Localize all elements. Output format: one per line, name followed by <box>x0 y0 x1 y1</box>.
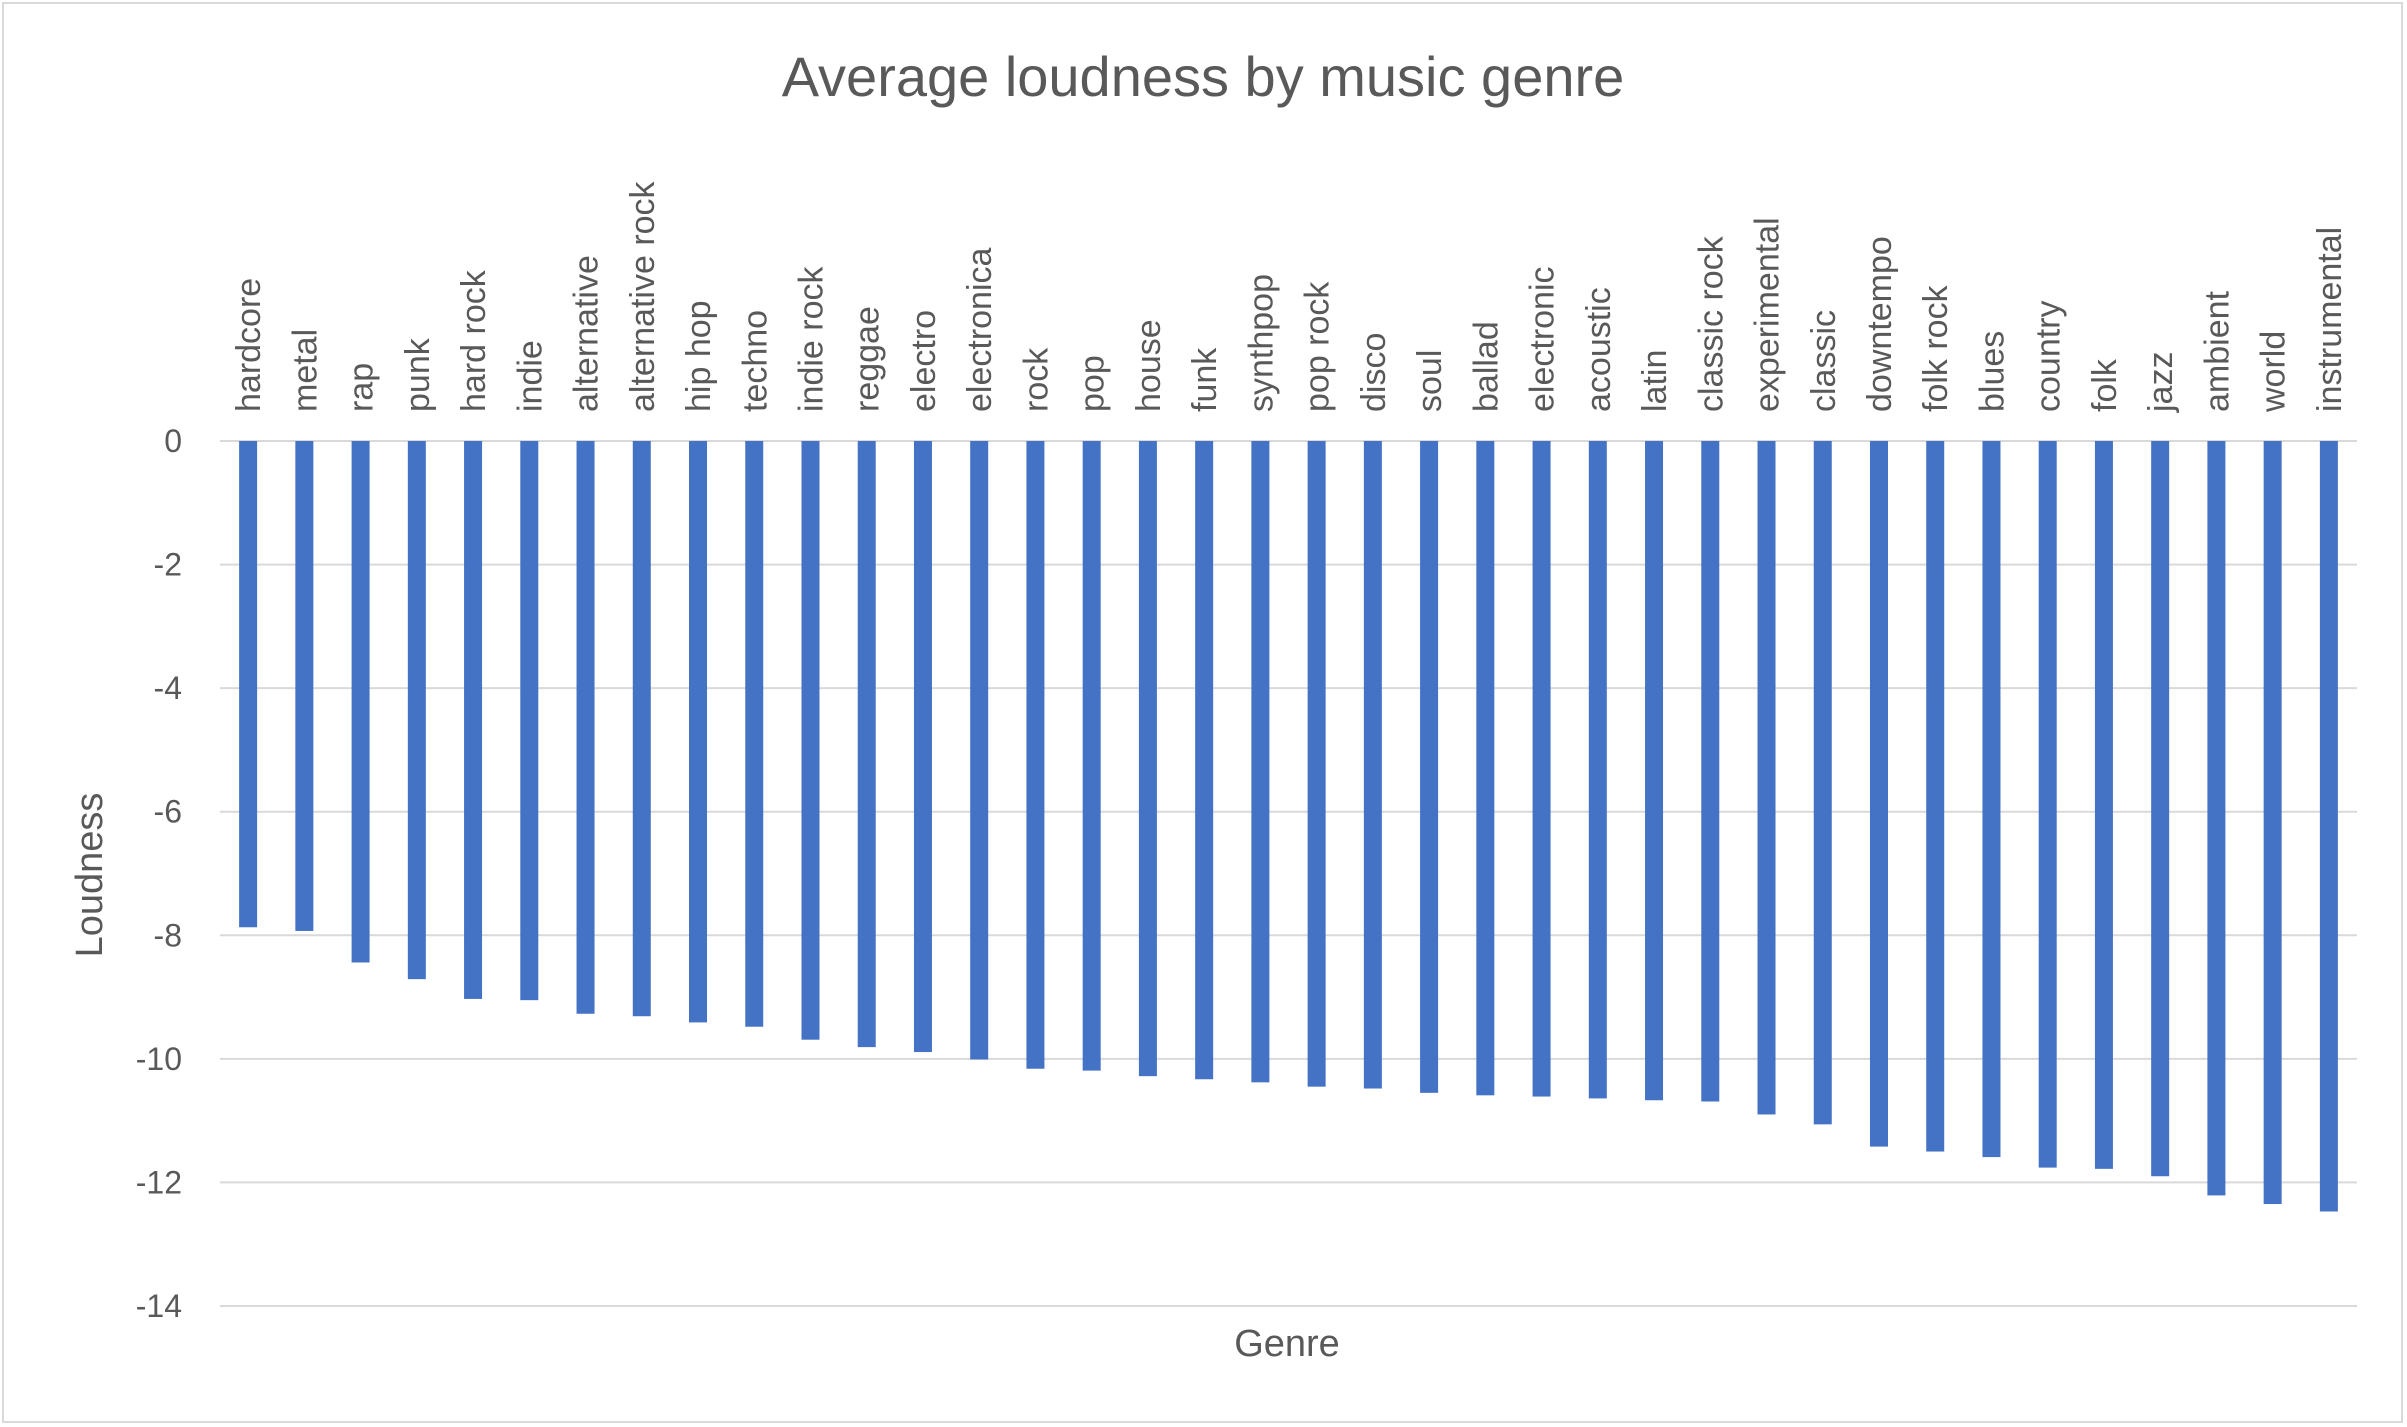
bar-rap <box>351 441 370 963</box>
category-label: alternative rock <box>624 180 662 412</box>
category-label: classic <box>1805 310 1843 412</box>
bar-experimental <box>1757 441 1776 1115</box>
bar-electronica <box>970 441 989 1060</box>
bar-soul <box>1420 441 1439 1093</box>
bar-acoustic <box>1588 441 1607 1099</box>
x-axis-title: Genre <box>1234 1323 1340 1365</box>
bar-hard-rock <box>464 441 483 999</box>
bar-synthpop <box>1251 441 1270 1083</box>
y-tick-label: -10 <box>136 1041 182 1077</box>
bar-ambient <box>2207 441 2226 1196</box>
category-label: synthpop <box>1242 274 1280 412</box>
y-tick-label: -14 <box>136 1288 182 1324</box>
y-tick-label: -4 <box>154 670 182 706</box>
category-label: soul <box>1411 350 1449 412</box>
category-label: experimental <box>1749 217 1787 412</box>
category-label: instrumental <box>2311 227 2349 412</box>
bar-latin <box>1645 441 1664 1101</box>
bar-instrumental <box>2319 441 2338 1212</box>
category-label: folk rock <box>1917 284 1955 412</box>
bar-world <box>2263 441 2282 1205</box>
bar-punk <box>407 441 426 980</box>
category-label: hardcore <box>230 278 268 412</box>
category-label: world <box>2255 331 2293 413</box>
bar-country <box>2038 441 2057 1168</box>
category-label: jazz <box>2142 352 2180 413</box>
category-label: folk <box>2086 358 2124 412</box>
category-label: electronic <box>1524 266 1562 412</box>
category-label: funk <box>1186 347 1224 412</box>
category-label: latin <box>1636 350 1674 412</box>
bar-pop-rock <box>1307 441 1326 1087</box>
y-tick-label: -8 <box>154 917 182 953</box>
bar-hip-hop <box>689 441 708 1023</box>
bars <box>239 441 2338 1212</box>
bar-funk <box>1195 441 1214 1080</box>
bar-techno <box>745 441 764 1027</box>
bar-rock <box>1026 441 1045 1069</box>
category-label: ambient <box>2198 290 2236 412</box>
category-label: electro <box>905 310 943 412</box>
y-axis-title: Loudness <box>69 793 111 958</box>
category-label: rap <box>343 363 381 412</box>
category-label: punk <box>399 337 437 412</box>
y-tick-label: -6 <box>154 794 182 830</box>
y-axis-ticks: 0 -2 -4 -6 -8 -10 -12 -14 <box>136 423 182 1324</box>
category-label: indie rock <box>792 265 830 412</box>
category-label: alternative <box>568 255 606 412</box>
bar-downtempo <box>1869 441 1888 1147</box>
bar-pop <box>1082 441 1101 1071</box>
gridlines <box>220 440 2357 1307</box>
category-label: blues <box>1973 331 2011 412</box>
y-tick-label: -2 <box>154 547 182 583</box>
category-label: reggae <box>849 306 887 412</box>
bar-hardcore <box>239 441 258 928</box>
category-label: techno <box>736 310 774 412</box>
bar-reggae <box>857 441 876 1048</box>
bar-folk <box>2094 441 2113 1169</box>
bar-folk-rock <box>1926 441 1945 1152</box>
category-label: classic rock <box>1692 235 1730 412</box>
bar-house <box>1138 441 1157 1077</box>
category-label: electronica <box>961 247 999 412</box>
bar-blues <box>1982 441 2001 1158</box>
bar-electro <box>913 441 932 1053</box>
bar-classic-rock <box>1701 441 1720 1102</box>
category-label: indie <box>511 340 549 412</box>
category-label: country <box>2030 301 2068 413</box>
category-label: pop rock <box>1299 281 1337 412</box>
chart-title: Average loudness by music genre <box>782 45 1625 108</box>
category-label: disco <box>1355 333 1393 412</box>
bar-metal <box>295 441 314 931</box>
category-label: metal <box>286 329 324 412</box>
category-label: rock <box>1017 347 1055 412</box>
bar-jazz <box>2151 441 2170 1177</box>
bar-disco <box>1363 441 1382 1089</box>
bar-indie-rock <box>801 441 820 1040</box>
y-tick-label: 0 <box>164 423 182 459</box>
category-label: downtempo <box>1861 236 1899 412</box>
bar-electronic <box>1532 441 1551 1097</box>
category-label: acoustic <box>1580 287 1618 412</box>
bar-alternative <box>576 441 595 1014</box>
bar-classic <box>1813 441 1832 1125</box>
category-label: ballad <box>1467 321 1505 412</box>
category-label: pop <box>1074 355 1112 412</box>
category-label: hard rock <box>455 269 493 412</box>
category-label: hip hop <box>680 300 718 412</box>
bar-indie <box>520 441 539 1001</box>
bar-ballad <box>1476 441 1495 1096</box>
category-label: house <box>1130 319 1168 412</box>
category-labels: hardcore metal rap punk hard rock indie altern… <box>230 180 2349 413</box>
y-tick-label: -12 <box>136 1164 182 1200</box>
bar-alternative-rock <box>632 441 651 1017</box>
